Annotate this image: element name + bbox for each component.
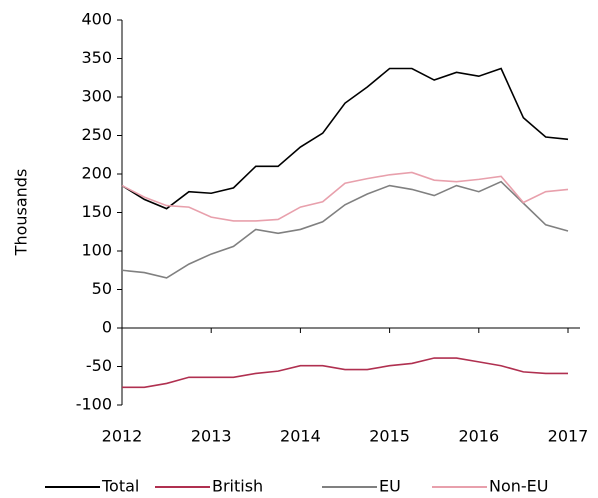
y-tick-label: 200 [81,164,112,183]
x-tick-label: 2014 [280,427,321,446]
y-tick-label: 400 [81,10,112,29]
y-tick-label: 0 [102,318,112,337]
legend-label: Total [101,477,139,496]
legend-label: British [212,477,263,496]
series-line [121,67,569,210]
x-tick-label: 2012 [102,427,143,446]
y-tick-label: 150 [81,202,112,221]
series-line [122,357,568,389]
y-axis-label: Thousands [12,169,31,257]
x-tick-label: 2015 [369,427,410,446]
x-tick-label: 2013 [191,427,232,446]
y-tick-label: 100 [81,241,112,260]
y-tick-label: -100 [76,395,112,414]
y-tick-label: 300 [81,87,112,106]
x-tick-label: 2016 [458,427,499,446]
y-tick-label: 250 [81,125,112,144]
series-line [121,180,569,279]
y-tick-label: 350 [81,48,112,67]
legend-label: Non-EU [489,477,549,496]
legend-label: EU [379,477,401,496]
y-tick-label: 50 [92,279,112,298]
series-line [121,171,569,222]
x-tick-label: 2017 [548,427,589,446]
y-tick-label: -50 [86,356,112,375]
